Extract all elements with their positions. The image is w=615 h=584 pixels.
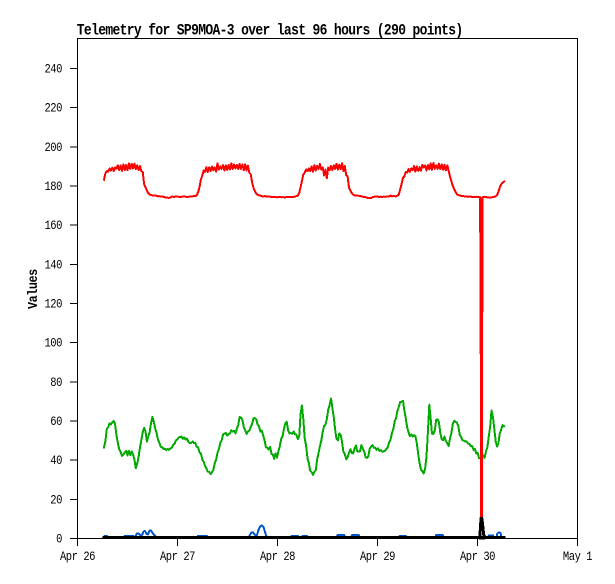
svg-text:240: 240 xyxy=(44,63,62,77)
svg-text:Values: Values xyxy=(25,269,41,309)
svg-text:Apr 28: Apr 28 xyxy=(260,550,296,564)
svg-text:Apr 29: Apr 29 xyxy=(360,550,396,564)
svg-text:Apr 27: Apr 27 xyxy=(160,550,196,564)
svg-text:Telemetry for SP9MOA-3 over la: Telemetry for SP9MOA-3 over last 96 hour… xyxy=(77,23,463,40)
svg-text:220: 220 xyxy=(44,102,62,116)
svg-text:Apr 26: Apr 26 xyxy=(60,550,96,564)
svg-text:Apr 30: Apr 30 xyxy=(460,550,496,564)
svg-text:May 1: May 1 xyxy=(563,550,593,564)
svg-text:100: 100 xyxy=(44,337,62,351)
svg-text:140: 140 xyxy=(44,259,62,273)
svg-text:180: 180 xyxy=(44,180,62,194)
svg-text:0: 0 xyxy=(56,533,62,547)
svg-text:120: 120 xyxy=(44,298,62,312)
svg-text:20: 20 xyxy=(50,494,62,508)
svg-text:80: 80 xyxy=(50,376,62,390)
svg-text:200: 200 xyxy=(44,141,62,155)
svg-text:160: 160 xyxy=(44,219,62,233)
svg-text:60: 60 xyxy=(50,415,62,429)
svg-text:40: 40 xyxy=(50,454,62,468)
